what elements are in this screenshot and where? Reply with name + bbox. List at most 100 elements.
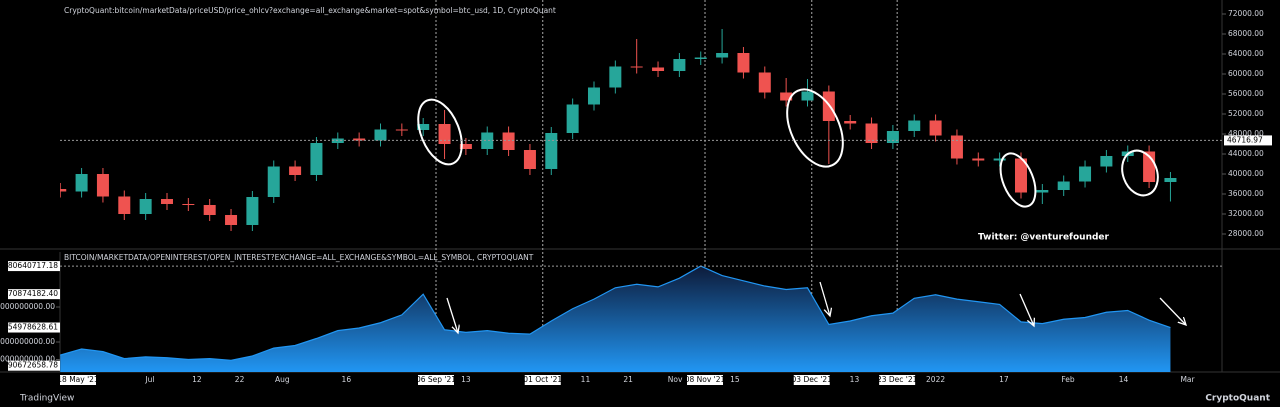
- candle-body: [395, 129, 408, 131]
- candle-body: [246, 197, 259, 225]
- undefined-box: [1224, 135, 1272, 146]
- candle-body: [523, 150, 536, 169]
- candle-body: [374, 129, 387, 141]
- candle-body: [1014, 158, 1027, 193]
- y-tick-label: 48000.00: [1228, 129, 1264, 138]
- x-tick-label: 16: [342, 375, 352, 384]
- candle-body: [737, 53, 750, 73]
- candle-body: [417, 124, 430, 130]
- y-tick-label: 64000.00: [1228, 49, 1264, 58]
- y-tick-label: 8000000000.00: [0, 337, 55, 346]
- candle-body: [630, 66, 643, 68]
- y-tick-label: 32000.00: [1228, 209, 1264, 218]
- candle-body: [929, 120, 942, 136]
- candle-body: [310, 143, 323, 175]
- y-tick-label: 52000.00: [1228, 109, 1264, 118]
- marker-label: 23 Dec '21: [877, 375, 918, 384]
- candle-body: [673, 59, 686, 71]
- candle-body: [96, 174, 109, 197]
- candle-body: [289, 166, 302, 175]
- candle-body: [886, 131, 899, 143]
- x-tick-label: 15: [730, 375, 740, 384]
- x-tick-label: Mar: [1180, 375, 1195, 384]
- marker-label: 01 Oct '21: [523, 375, 562, 384]
- x-tick-label: 13: [461, 375, 471, 384]
- candle-body: [694, 57, 707, 59]
- candle-body: [652, 67, 665, 71]
- y-tick-label: 68000.00: [1228, 29, 1264, 38]
- candle-body: [203, 205, 216, 215]
- area-line: [60, 265, 1171, 361]
- candle-body: [225, 215, 238, 225]
- candle-body: [1057, 181, 1070, 190]
- candle-body: [182, 204, 195, 205]
- y-tick-label: 36000.00: [1228, 189, 1264, 198]
- candle-body: [160, 199, 173, 204]
- candle-body: [993, 158, 1006, 161]
- candle-body: [844, 121, 857, 124]
- x-tick-label: Nov: [668, 375, 683, 384]
- value-label-box: [8, 322, 60, 333]
- x-tick-label: Feb: [1061, 375, 1075, 384]
- watermark: Twitter: @venturefounder: [978, 233, 1110, 243]
- candle-body: [75, 174, 88, 192]
- candle-body: [481, 132, 494, 149]
- oi-source: BITCOIN/MARKETDATA/OPENINTEREST/OPEN_INT…: [64, 253, 534, 262]
- y-tick-label: 44000.00: [1228, 149, 1264, 158]
- candle-body: [716, 53, 729, 58]
- x-tick-label: 11: [581, 375, 591, 384]
- marker-box: [60, 375, 96, 385]
- candle-body: [459, 144, 472, 149]
- footer-right[interactable]: CryptoQuant: [1205, 394, 1270, 404]
- arrows: [446, 281, 1186, 333]
- candle-body: [545, 133, 558, 169]
- x-tick-label: 21: [623, 375, 633, 384]
- candle-body: [1100, 156, 1113, 167]
- annotations: [417, 88, 1159, 208]
- candle-body: [950, 135, 963, 159]
- undefined: 46716.97: [1227, 135, 1263, 144]
- marker-box: [793, 375, 830, 385]
- candle-body: [502, 132, 515, 150]
- x-tick-label: 17: [999, 375, 1009, 384]
- candle-body: [587, 87, 600, 105]
- x-tick-label: 14: [1119, 375, 1129, 384]
- value-label-box: [8, 289, 60, 300]
- marker-box: [687, 375, 724, 385]
- candle-body: [780, 92, 793, 101]
- candle-body: [267, 166, 280, 197]
- marker-box: [418, 375, 454, 385]
- x-tick-label: Aug: [275, 375, 290, 384]
- y-tick-label: 60000.00: [1228, 69, 1264, 78]
- candle-body: [758, 72, 771, 93]
- x-tick-label: 13: [850, 375, 860, 384]
- marker-label: 03 Dec '21: [792, 375, 833, 384]
- value-label: 16680640717.18: [0, 261, 58, 270]
- x-tick-label: 12: [192, 375, 202, 384]
- candle-body: [801, 91, 814, 101]
- value-label: 5290672658.78: [0, 361, 58, 370]
- value-label-box: [8, 261, 60, 272]
- plot-area: [60, 0, 1177, 372]
- marker-box: [879, 375, 916, 385]
- marker-label: 06 Sep '21: [416, 375, 456, 384]
- y-tick-label: 6000000000.00: [0, 354, 55, 363]
- candle-body: [1036, 190, 1049, 193]
- candle-body: [438, 124, 451, 144]
- value-label: 9654978628.61: [0, 323, 58, 332]
- y-tick-label: 28000.00: [1228, 229, 1264, 238]
- value-label-box: [8, 360, 60, 371]
- candle-body: [139, 199, 152, 214]
- footer-left[interactable]: TradingView: [19, 394, 74, 404]
- area-fill: [60, 266, 1171, 372]
- marker-label: 08 Nov '21: [685, 375, 726, 384]
- y-tick-label: 56000.00: [1228, 89, 1264, 98]
- value-label: 13470874182.40: [0, 289, 58, 298]
- x-tick-label: 22: [235, 375, 245, 384]
- candle-body: [353, 138, 366, 141]
- y-tick-label: 72000.00: [1228, 9, 1264, 18]
- price-source: CryptoQuant:bitcoin/marketData/priceUSD/…: [64, 6, 556, 15]
- x-tick-label: 2022: [926, 375, 945, 384]
- candle-body: [118, 196, 131, 214]
